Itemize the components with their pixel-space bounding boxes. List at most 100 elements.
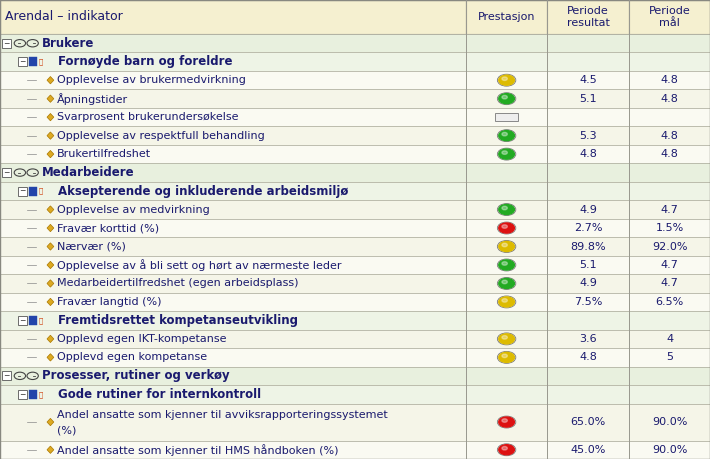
- Polygon shape: [47, 446, 54, 453]
- Text: Fravær korttid (%): Fravær korttid (%): [57, 223, 159, 233]
- Bar: [629, 348, 710, 367]
- Bar: [466, 90, 547, 108]
- Bar: [629, 256, 710, 274]
- Circle shape: [502, 419, 508, 422]
- Bar: [547, 293, 629, 311]
- Bar: [547, 34, 629, 52]
- Text: Arendal – indikator: Arendal – indikator: [5, 11, 123, 23]
- Bar: [629, 126, 710, 145]
- Bar: [466, 200, 547, 219]
- Bar: [629, 385, 710, 403]
- Text: Andel ansatte som kjenner til avviksrapporteringssystemet: Andel ansatte som kjenner til avviksrapp…: [57, 410, 388, 420]
- Text: Fravær langtid (%): Fravær langtid (%): [57, 297, 161, 307]
- Text: 👍: 👍: [39, 391, 43, 397]
- Bar: [629, 311, 710, 330]
- Text: −: −: [4, 371, 10, 381]
- Bar: [0, 367, 466, 385]
- Bar: [466, 126, 547, 145]
- Text: 4.8: 4.8: [660, 131, 679, 140]
- Bar: [466, 163, 547, 182]
- Bar: [466, 330, 547, 348]
- Text: 4.8: 4.8: [660, 149, 679, 159]
- Circle shape: [499, 205, 514, 215]
- Bar: [496, 113, 518, 121]
- Bar: [0, 182, 466, 200]
- Polygon shape: [47, 77, 54, 84]
- Bar: [18, 390, 27, 399]
- Bar: [0, 441, 466, 459]
- Text: Opplevelse av medvirkning: Opplevelse av medvirkning: [57, 205, 209, 214]
- Bar: [29, 186, 37, 196]
- Text: 5: 5: [666, 353, 673, 362]
- Circle shape: [499, 94, 514, 104]
- Bar: [629, 182, 710, 200]
- Bar: [0, 71, 466, 90]
- Circle shape: [499, 279, 514, 289]
- Bar: [547, 348, 629, 367]
- Polygon shape: [47, 95, 54, 102]
- Circle shape: [502, 336, 508, 339]
- Bar: [466, 145, 547, 163]
- Bar: [0, 348, 466, 367]
- Text: Medarbeidertilfredshet (egen arbeidsplass): Medarbeidertilfredshet (egen arbeidsplas…: [57, 279, 298, 288]
- Bar: [547, 52, 629, 71]
- Text: Opplevd egen IKT-kompetanse: Opplevd egen IKT-kompetanse: [57, 334, 226, 344]
- Bar: [547, 219, 629, 237]
- Bar: [466, 71, 547, 90]
- Bar: [0, 90, 466, 108]
- Text: −: −: [19, 186, 26, 196]
- Text: (%): (%): [57, 425, 76, 435]
- Polygon shape: [47, 151, 54, 158]
- Text: Opplevd egen kompetanse: Opplevd egen kompetanse: [57, 353, 207, 362]
- Text: 4.8: 4.8: [579, 353, 597, 362]
- Bar: [547, 126, 629, 145]
- Bar: [547, 330, 629, 348]
- Bar: [0, 200, 466, 219]
- Circle shape: [499, 75, 514, 85]
- Bar: [629, 163, 710, 182]
- Text: 4.7: 4.7: [660, 260, 679, 270]
- Text: Medarbeidere: Medarbeidere: [42, 166, 134, 179]
- Bar: [629, 219, 710, 237]
- Bar: [547, 163, 629, 182]
- Circle shape: [502, 77, 508, 80]
- Text: Aksepterende og inkluderende arbeidsmiljø: Aksepterende og inkluderende arbeidsmilj…: [58, 185, 348, 197]
- Bar: [0, 52, 466, 71]
- Bar: [547, 274, 629, 293]
- Bar: [629, 0, 710, 34]
- Text: Brukere: Brukere: [42, 37, 94, 50]
- Bar: [0, 163, 466, 182]
- Text: 3.6: 3.6: [579, 334, 597, 344]
- Circle shape: [502, 262, 508, 265]
- Text: 5.1: 5.1: [579, 94, 597, 104]
- Text: Periode
resultat: Periode resultat: [567, 6, 610, 28]
- Bar: [466, 367, 547, 385]
- Bar: [466, 348, 547, 367]
- Text: 5.3: 5.3: [579, 131, 597, 140]
- Bar: [0, 34, 466, 52]
- Text: 4.8: 4.8: [660, 94, 679, 104]
- Bar: [466, 274, 547, 293]
- Text: 👍: 👍: [39, 188, 43, 194]
- Circle shape: [502, 354, 508, 358]
- Bar: [629, 90, 710, 108]
- Bar: [547, 200, 629, 219]
- Polygon shape: [47, 261, 54, 269]
- Text: −: −: [4, 39, 10, 48]
- Text: 7.5%: 7.5%: [574, 297, 602, 307]
- Circle shape: [502, 132, 508, 136]
- Bar: [629, 34, 710, 52]
- Bar: [466, 0, 547, 34]
- Bar: [0, 385, 466, 403]
- Polygon shape: [47, 354, 54, 361]
- Text: Periode
mål: Periode mål: [649, 6, 690, 28]
- Text: 4: 4: [666, 334, 673, 344]
- Bar: [466, 219, 547, 237]
- Text: Brukertilfredshet: Brukertilfredshet: [57, 149, 151, 159]
- Text: 4.9: 4.9: [579, 279, 597, 288]
- Bar: [466, 34, 547, 52]
- Bar: [29, 57, 37, 66]
- Bar: [0, 219, 466, 237]
- Bar: [547, 90, 629, 108]
- Bar: [547, 385, 629, 403]
